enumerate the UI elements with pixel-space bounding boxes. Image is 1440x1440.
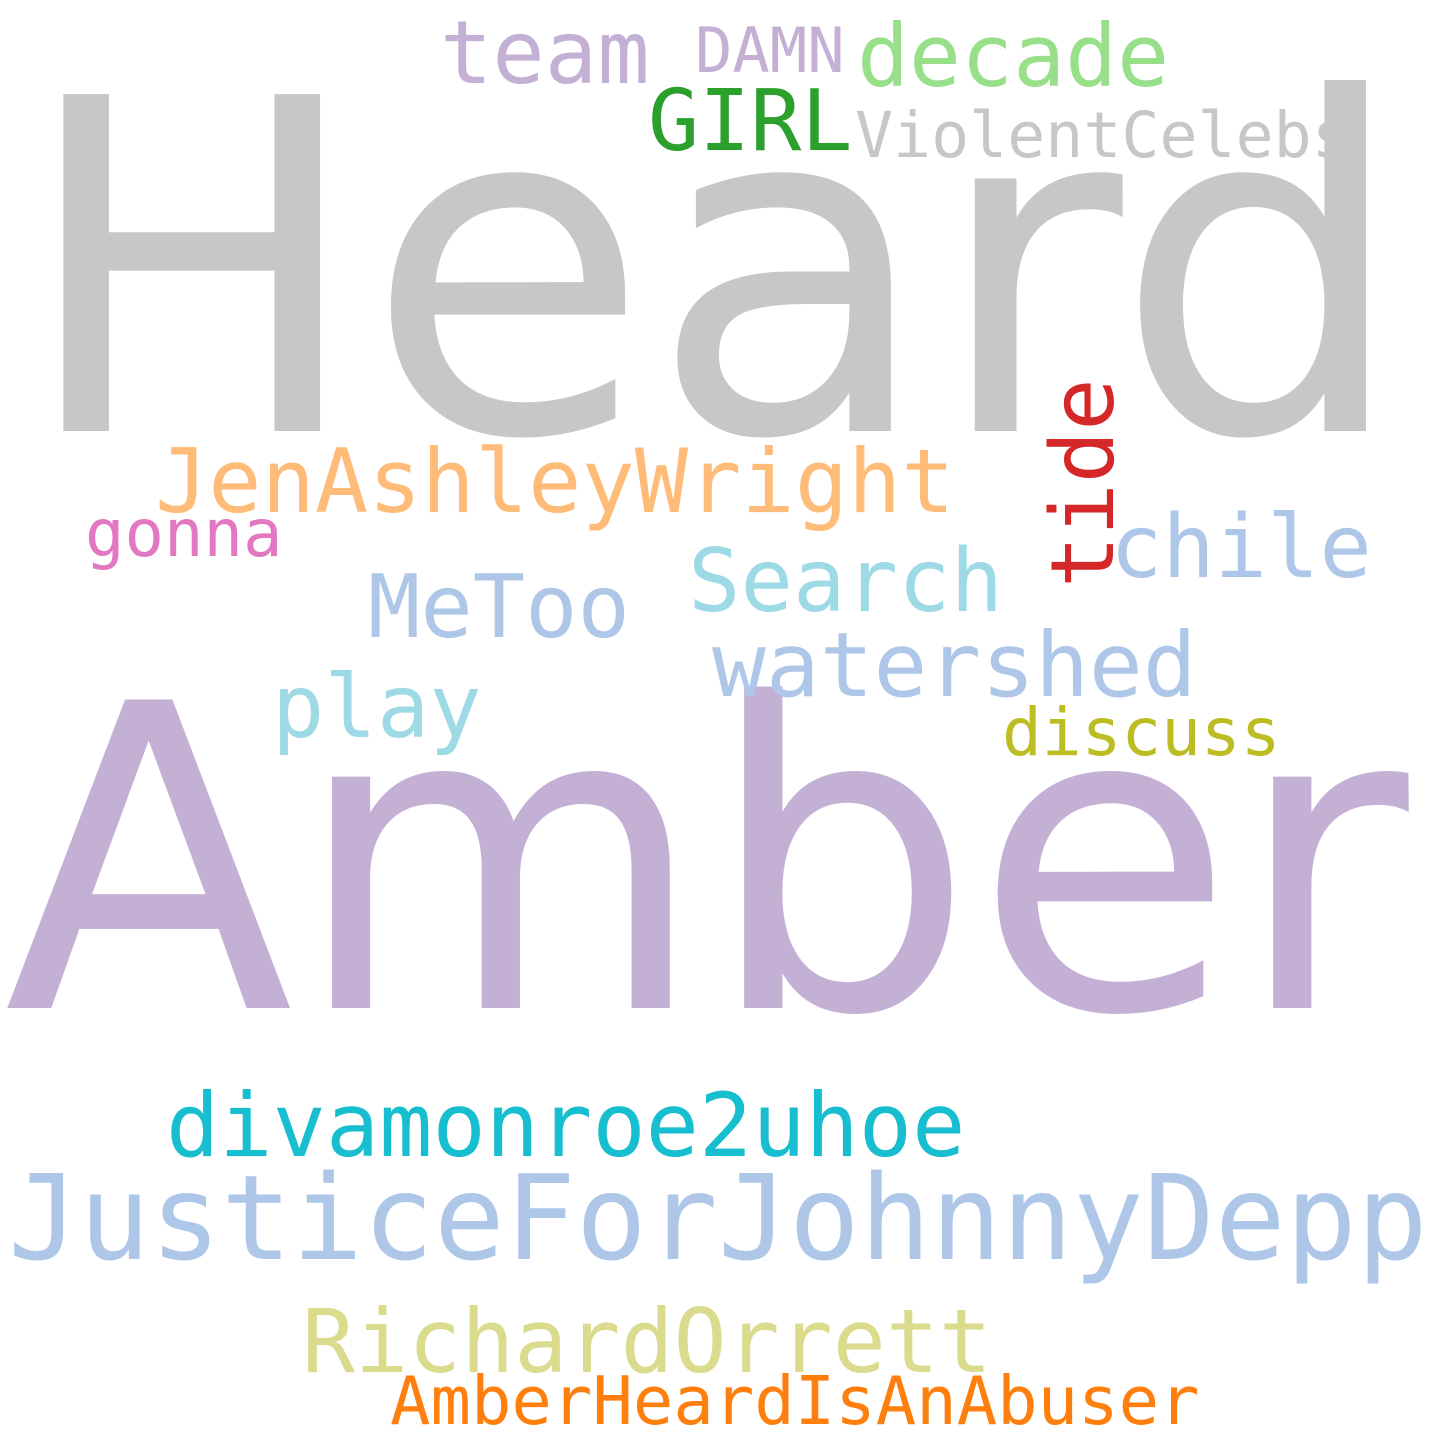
word-justicefor-johnnydepp: JusticeForJohnnyDepp	[8, 1150, 1428, 1287]
word-chile: chile	[1110, 496, 1372, 598]
word-damn: DAMN	[695, 14, 845, 87]
word-metoo: MeToo	[368, 556, 630, 658]
word-watershed: watershed	[712, 614, 1197, 718]
word-violentcelebs: ViolentCelebs	[855, 98, 1350, 172]
word-girl: GIRL	[648, 72, 853, 171]
word-team: team	[440, 2, 650, 104]
word-richardorrett: RichardOrrett	[302, 1290, 992, 1393]
word-decade: decade	[857, 7, 1170, 107]
word-discuss: discuss	[1002, 694, 1281, 771]
word-amber: Amber	[4, 615, 1409, 1108]
word-jenashleywright: JenAshleyWright	[155, 430, 955, 533]
word-divamonroe2uhoe: divamonroe2uhoe	[166, 1074, 966, 1177]
word-tide: tide	[1032, 378, 1134, 588]
word-search: Search	[688, 530, 1004, 632]
word-heard: Heard	[18, 2, 1408, 540]
word-play: play	[272, 656, 482, 758]
word-amberheardisanabuser: AmberHeardIsAnAbuser	[390, 1362, 1200, 1440]
word-gonna: gonna	[85, 496, 283, 572]
